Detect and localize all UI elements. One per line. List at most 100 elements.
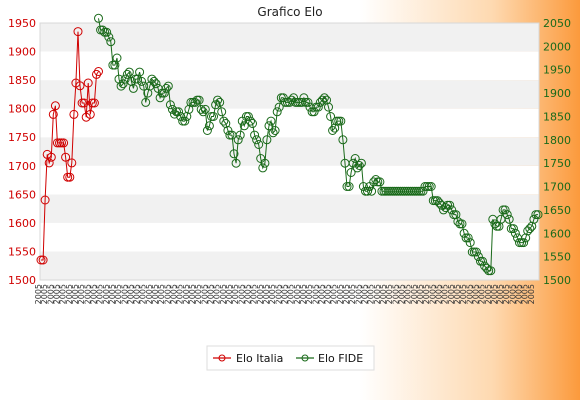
elo-fide-point xyxy=(225,130,235,140)
elo-fide-point xyxy=(213,95,223,105)
elo-fide-point xyxy=(373,177,383,187)
elo-fide-point xyxy=(246,116,255,126)
elo-fide-point xyxy=(422,182,432,191)
elo-italia-point xyxy=(94,67,103,76)
elo-fide-point xyxy=(317,95,327,105)
x-tick-label: 2005 xyxy=(379,284,388,304)
elo-fide-point xyxy=(124,67,134,77)
x-tick-label: 2005 xyxy=(77,284,86,304)
elo-fide-point xyxy=(209,112,218,121)
grid-band xyxy=(40,251,539,280)
y-left-tick-label: 1550 xyxy=(8,245,36,258)
elo-italia-point xyxy=(87,98,97,108)
x-tick-label: 2005 xyxy=(354,284,363,304)
x-tick-label: 2005 xyxy=(182,284,191,304)
elo-fide-point xyxy=(198,107,208,117)
x-tick-label: 2005 xyxy=(83,284,92,304)
elo-fide-point xyxy=(266,116,276,126)
x-tick-label: 2005 xyxy=(305,284,314,304)
x-tick-label: 2005 xyxy=(342,284,351,304)
x-tick-label: 2005 xyxy=(120,284,129,304)
elo-fide-point xyxy=(204,121,214,131)
elo-fide-point xyxy=(231,158,241,168)
grid-band xyxy=(40,23,539,52)
elo-fide-point xyxy=(471,247,481,257)
elo-fide-point xyxy=(457,219,467,229)
elo-fide-point xyxy=(262,135,272,145)
elo-fide-point xyxy=(492,221,502,231)
elo-fide-point xyxy=(502,210,512,220)
y-right-tick-label: 1800 xyxy=(543,134,571,147)
elo-fide-point xyxy=(363,186,372,196)
grid-band xyxy=(40,137,539,166)
y-right-tick-label: 1550 xyxy=(543,251,571,264)
x-tick-label: 2005 xyxy=(311,284,320,304)
elo-fide-point xyxy=(163,81,173,91)
elo-italia-point xyxy=(92,69,101,79)
plot-border xyxy=(39,22,540,281)
legend-fide-label: Elo FIDE xyxy=(318,352,363,365)
x-tick-label: 2005 xyxy=(225,284,234,304)
y-axis-left: 1500 1550 1600 1650 1700 1750 1800 1850 1900 1950 xyxy=(8,17,36,287)
elo-fide-point xyxy=(521,233,531,243)
elo-fide-point xyxy=(122,69,132,79)
x-tick-label: 2005 xyxy=(471,284,480,304)
elo-fide-point xyxy=(515,238,524,248)
elo-fide-point xyxy=(324,102,333,112)
elo-fide-point xyxy=(264,121,274,131)
elo-fide-point xyxy=(504,214,514,224)
elo-fide-point xyxy=(272,107,282,117)
y-left-tick-label: 1800 xyxy=(8,103,36,116)
y-left-tick-label: 1650 xyxy=(8,188,36,201)
x-tick-label: 2005 xyxy=(361,284,370,304)
elo-italia-point xyxy=(40,195,50,205)
elo-fide-point xyxy=(434,198,444,208)
elo-fide-point xyxy=(338,135,348,145)
x-tick-label: 2005 xyxy=(108,284,117,304)
y-right-tick-label: 1900 xyxy=(543,87,571,100)
elo-fide-point xyxy=(369,177,379,187)
y-left-tick-label: 1850 xyxy=(8,74,36,87)
elo-fide-point xyxy=(219,116,229,126)
elo-fide-point xyxy=(326,112,336,121)
x-tick-label: 2005 xyxy=(299,284,308,304)
y-right-tick-label: 1850 xyxy=(543,110,571,123)
x-tick-label: 2005 xyxy=(367,284,376,304)
elo-fide-point xyxy=(260,158,270,168)
x-tick-label: 2005 xyxy=(465,284,474,304)
elo-fide-point xyxy=(151,79,161,89)
elo-fide-point xyxy=(519,238,529,248)
x-tick-label: 2005 xyxy=(385,284,394,304)
x-tick-label: 2005 xyxy=(447,284,456,304)
elo-fide-point xyxy=(112,53,122,63)
elo-fide-point xyxy=(533,210,543,220)
elo-fide-point xyxy=(202,126,212,135)
elo-fide-point xyxy=(342,182,352,191)
elo-fide-point xyxy=(322,95,331,105)
elo-fide-point xyxy=(330,123,340,133)
elo-italia-point xyxy=(36,255,46,265)
elo-fide-point xyxy=(165,100,175,110)
elo-fide-point xyxy=(350,154,360,163)
x-tick-label: 2005 xyxy=(373,284,382,304)
x-tick-label: 2005 xyxy=(231,284,240,304)
x-tick-label: 2005 xyxy=(490,284,499,304)
y-right-tick-label: 2050 xyxy=(543,17,571,30)
x-tick-label: 2005 xyxy=(391,284,400,304)
x-tick-label: 2005 xyxy=(508,284,517,304)
elo-italia-point xyxy=(57,138,66,148)
y-right-tick-label: 1950 xyxy=(543,64,571,77)
elo-italia-point xyxy=(83,78,93,88)
elo-fide-point xyxy=(94,13,103,23)
elo-italia-point xyxy=(52,138,62,148)
elo-fide-point xyxy=(149,76,159,86)
elo-italia-point xyxy=(89,98,99,108)
x-tick-label: 2005 xyxy=(176,284,185,304)
x-tick-label: 2005 xyxy=(188,284,197,304)
elo-italia-point xyxy=(44,158,54,168)
x-tick-label: 2005 xyxy=(170,284,179,304)
x-tick-label: 2005 xyxy=(287,284,296,304)
elo-fide-point xyxy=(531,210,541,220)
elo-fide-point xyxy=(217,107,227,117)
grid-band xyxy=(40,80,539,109)
